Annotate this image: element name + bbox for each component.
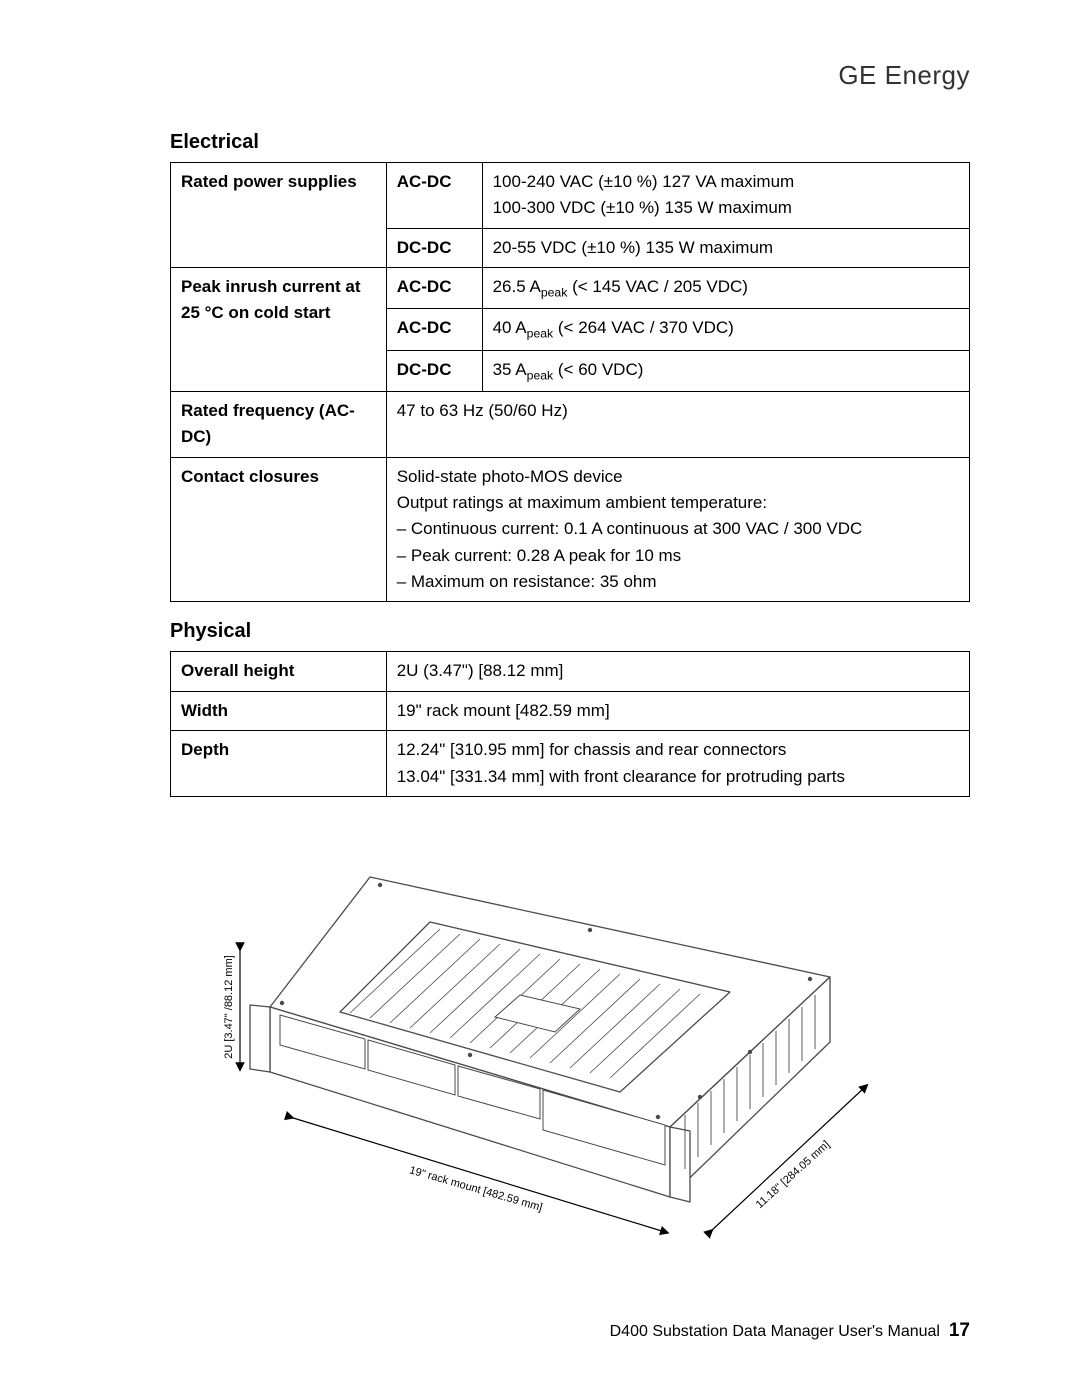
dim-depth-label: 11.18" [284.05 mm] <box>754 1138 832 1210</box>
table-row: Overall height 2U (3.47") [88.12 mm] <box>171 652 970 691</box>
rated-power-value-0: 100-240 VAC (±10 %) 127 VA maximum 100-3… <box>482 163 969 229</box>
table-row: Width 19" rack mount [482.59 mm] <box>171 691 970 730</box>
brand-header: GE Energy <box>170 60 970 91</box>
footer-page: 17 <box>949 1320 970 1341</box>
rated-power-type-0: AC-DC <box>386 163 482 229</box>
inrush-type-2: DC-DC <box>386 350 482 391</box>
rated-power-label: Rated power supplies <box>171 163 387 268</box>
phys-label-0: Overall height <box>171 652 387 691</box>
table-row: Rated power supplies AC-DC 100-240 VAC (… <box>171 163 970 229</box>
electrical-table: Rated power supplies AC-DC 100-240 VAC (… <box>170 162 970 602</box>
section-title-physical: Physical <box>170 620 970 643</box>
inrush-value-1: 40 Apeak (< 264 VAC / 370 VDC) <box>482 309 969 350</box>
footer-text: D400 Substation Data Manager User's Manu… <box>610 1323 940 1340</box>
table-row: Depth 12.24" [310.95 mm] for chassis and… <box>171 731 970 797</box>
section-title-electrical: Electrical <box>170 131 970 154</box>
phys-label-1: Width <box>171 691 387 730</box>
dim-height-label: 2U [3.47" /88.12 mm] <box>223 955 235 1059</box>
inrush-type-0: AC-DC <box>386 268 482 309</box>
contact-label: Contact closures <box>171 457 387 602</box>
rated-freq-label: Rated frequency (AC-DC) <box>171 392 387 458</box>
table-row: Peak inrush current at 25 °C on cold sta… <box>171 268 970 309</box>
physical-table: Overall height 2U (3.47") [88.12 mm] Wid… <box>170 651 970 796</box>
chassis-diagram: 2U [3.47" /88.12 mm] 19" rack mount [482… <box>210 817 930 1277</box>
inrush-type-1: AC-DC <box>386 309 482 350</box>
table-row: Contact closures Solid-state photo-MOS d… <box>171 457 970 602</box>
rated-power-type-1: DC-DC <box>386 228 482 267</box>
page-footer: D400 Substation Data Manager User's Manu… <box>610 1320 970 1342</box>
inrush-value-0: 26.5 Apeak (< 145 VAC / 205 VDC) <box>482 268 969 309</box>
inrush-value-2: 35 Apeak (< 60 VDC) <box>482 350 969 391</box>
table-row: Rated frequency (AC-DC) 47 to 63 Hz (50/… <box>171 392 970 458</box>
contact-value: Solid-state photo-MOS device Output rati… <box>386 457 969 602</box>
phys-value-1: 19" rack mount [482.59 mm] <box>386 691 969 730</box>
phys-value-0: 2U (3.47") [88.12 mm] <box>386 652 969 691</box>
rated-freq-value: 47 to 63 Hz (50/60 Hz) <box>386 392 969 458</box>
rated-power-value-1: 20-55 VDC (±10 %) 135 W maximum <box>482 228 969 267</box>
phys-value-2: 12.24" [310.95 mm] for chassis and rear … <box>386 731 969 797</box>
inrush-label: Peak inrush current at 25 °C on cold sta… <box>171 268 387 392</box>
phys-label-2: Depth <box>171 731 387 797</box>
